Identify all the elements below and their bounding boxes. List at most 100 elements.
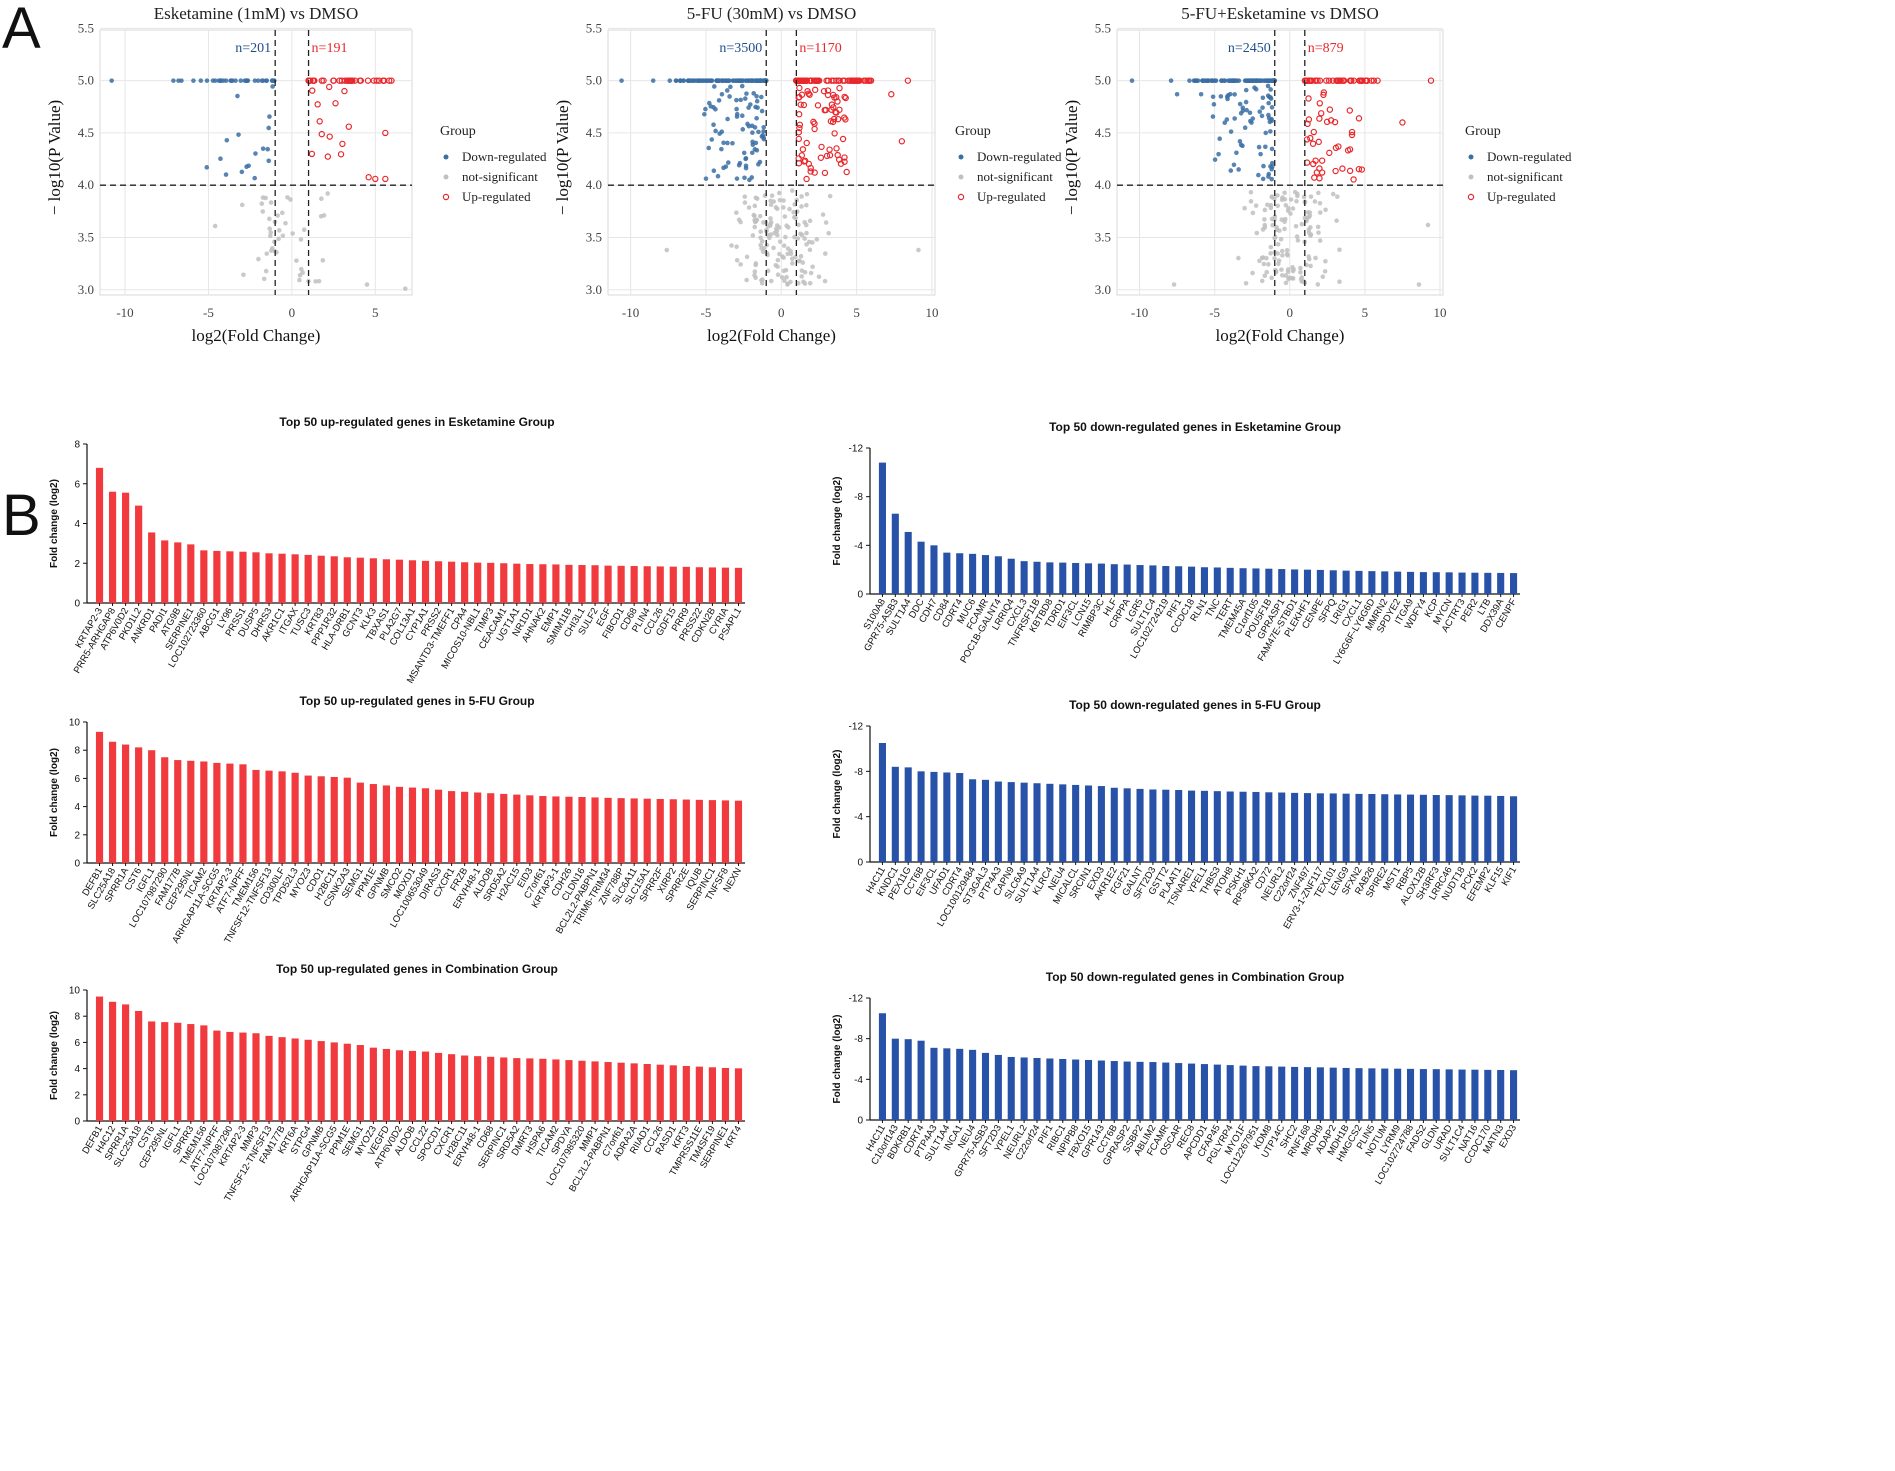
- ns-point: [268, 230, 274, 235]
- y-tick-label: 0: [74, 1117, 80, 1128]
- ns-point: [1236, 255, 1241, 261]
- down-point: [1200, 78, 1206, 83]
- ns-point: [1266, 262, 1271, 267]
- up-point: [803, 77, 810, 84]
- up-point: [1339, 165, 1346, 172]
- ns-point: [1248, 190, 1254, 195]
- down-point: [1250, 116, 1256, 121]
- bar: [1355, 570, 1363, 594]
- bar: [317, 776, 325, 863]
- ns-point: [775, 257, 781, 263]
- bar: [656, 798, 664, 863]
- down-point: [235, 93, 240, 99]
- ns-point: [294, 258, 299, 263]
- bar: [994, 1054, 1002, 1120]
- bar: [304, 775, 312, 863]
- ns-point: [1269, 194, 1275, 200]
- bar: [1458, 1069, 1466, 1120]
- down-point: [1243, 78, 1249, 83]
- bar: [1484, 1069, 1492, 1120]
- ns-point: [742, 200, 748, 205]
- ns-point: [762, 245, 767, 251]
- up-point: [308, 150, 316, 158]
- up-point: [805, 90, 812, 97]
- up-point: [370, 77, 378, 84]
- up-point: [1399, 119, 1406, 126]
- ns-point: [799, 274, 805, 279]
- bar: [1149, 1062, 1157, 1120]
- bar: [591, 1061, 599, 1121]
- bar-chart: Top 50 down-regulated genes in Combinati…: [832, 970, 1520, 1187]
- ns-point: [744, 254, 750, 260]
- bar: [95, 731, 104, 863]
- bar: [981, 1052, 990, 1120]
- bar: [408, 560, 417, 603]
- bar: [1239, 791, 1247, 862]
- legend-label: Up-regulated: [977, 189, 1046, 204]
- ns-point: [1290, 206, 1296, 211]
- ns-point: [1262, 225, 1268, 230]
- up-point: [1346, 107, 1353, 114]
- ns-point: [729, 243, 734, 248]
- bar: [1303, 1067, 1312, 1120]
- down-point: [715, 173, 721, 179]
- ns-point: [1301, 194, 1307, 200]
- x-tick-label: -10: [1131, 305, 1148, 320]
- down-point: [1210, 114, 1216, 119]
- up-point: [821, 169, 829, 177]
- ns-point: [769, 193, 775, 198]
- ns-point: [1279, 248, 1285, 254]
- down-point: [213, 78, 218, 83]
- ns-point: [1282, 197, 1288, 202]
- bar: [552, 796, 560, 863]
- down-point: [1211, 102, 1217, 107]
- ns-point: [916, 247, 921, 253]
- y-axis-label: Fold change (log2): [832, 1015, 843, 1104]
- down-point: [252, 175, 258, 181]
- y-tick-label: 4: [74, 1064, 80, 1075]
- down-point: [1268, 129, 1273, 134]
- ns-point: [792, 234, 797, 240]
- bar: [395, 786, 404, 863]
- chart-title: 5-FU (30mM) vs DMSO: [687, 4, 857, 23]
- bar: [1200, 567, 1208, 594]
- y-tick-label: -12: [849, 994, 864, 1005]
- down-point: [692, 78, 697, 83]
- bar: [943, 772, 951, 862]
- down-point: [734, 97, 739, 103]
- bar: [500, 793, 508, 863]
- bar: [1175, 1063, 1183, 1120]
- up-point: [341, 87, 348, 95]
- down-point: [721, 140, 726, 146]
- ns-point: [239, 202, 245, 208]
- bar: [1226, 567, 1234, 594]
- ns-point: [807, 218, 813, 224]
- ns-point: [261, 276, 267, 282]
- y-axis-label-group: Fold change (log2): [832, 750, 843, 839]
- x-tick-label: -5: [1209, 305, 1220, 320]
- down-point: [728, 84, 733, 90]
- up-point: [1359, 77, 1366, 84]
- bar: [434, 789, 443, 863]
- bar: [200, 1025, 208, 1121]
- ns-point: [776, 225, 782, 230]
- down-point: [1237, 139, 1243, 144]
- ns-point: [1268, 251, 1273, 256]
- panel-label-b: B: [2, 483, 41, 548]
- ns-point: [1308, 194, 1314, 199]
- bar: [1265, 568, 1273, 594]
- down-point: [191, 78, 196, 83]
- bar: [1188, 1063, 1196, 1120]
- ns-point: [783, 234, 788, 240]
- y-tick-label: 3.0: [78, 282, 94, 297]
- down-point: [755, 105, 760, 110]
- ns-point: [810, 240, 815, 245]
- ns-point: [793, 254, 798, 260]
- ns-point: [1272, 234, 1278, 240]
- plot-area: [99, 29, 413, 296]
- down-point: [252, 78, 258, 83]
- up-point: [1332, 144, 1340, 152]
- bar: [461, 562, 469, 603]
- bar: [917, 541, 925, 594]
- ns-point: [321, 213, 327, 218]
